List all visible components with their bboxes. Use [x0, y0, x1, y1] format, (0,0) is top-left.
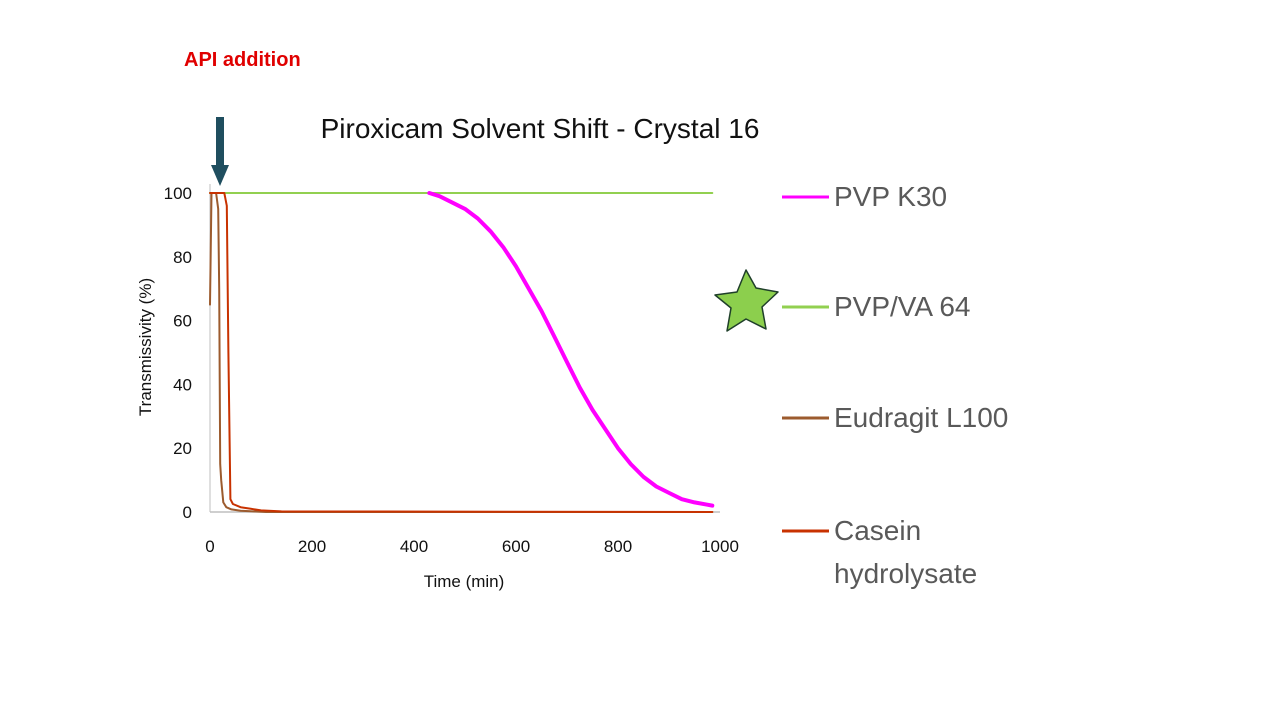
api-addition-label: API addition — [184, 49, 301, 71]
y-tick-label: 60 — [173, 312, 192, 331]
y-axis-title: Transmissivity (%) — [136, 278, 155, 416]
x-tick-label: 400 — [400, 537, 428, 556]
y-tick-label: 80 — [173, 248, 192, 267]
legend: PVP K30 PVP/VA 64 Eudragit L100 Casein hy… — [782, 181, 1008, 589]
legend-label-casein-hydrolysate: Casein hydrolysate — [834, 515, 977, 589]
legend-label-eudragit-l100: Eudragit L100 — [834, 402, 1008, 433]
series-line-eudragit-l100 — [209, 192, 714, 513]
x-tick-label: 800 — [604, 537, 632, 556]
x-axis-title: Time (min) — [424, 572, 505, 591]
y-tick-labels: 0 20 40 60 80 100 — [164, 184, 192, 522]
x-tick-labels: 0 200 400 600 800 1000 — [205, 537, 739, 556]
series-line-pvp-k30 — [427, 191, 715, 508]
y-tick-label: 0 — [183, 503, 192, 522]
x-tick-label: 200 — [298, 537, 326, 556]
series-lines — [209, 191, 715, 513]
y-tick-label: 40 — [173, 375, 192, 394]
series-line-casein-hydrolysate — [209, 192, 714, 513]
chart-axes — [209, 184, 720, 513]
chart-title: Piroxicam Solvent Shift - Crystal 16 — [321, 113, 760, 144]
down-arrow-icon — [211, 117, 229, 186]
y-tick-label: 100 — [164, 184, 192, 203]
x-tick-label: 1000 — [701, 537, 739, 556]
legend-label-pvp-va-64: PVP/VA 64 — [834, 291, 970, 322]
x-tick-label: 0 — [205, 537, 214, 556]
y-tick-label: 20 — [173, 439, 192, 458]
star-icon — [714, 269, 779, 332]
legend-label-pvp-k30: PVP K30 — [834, 181, 947, 212]
x-tick-label: 600 — [502, 537, 530, 556]
